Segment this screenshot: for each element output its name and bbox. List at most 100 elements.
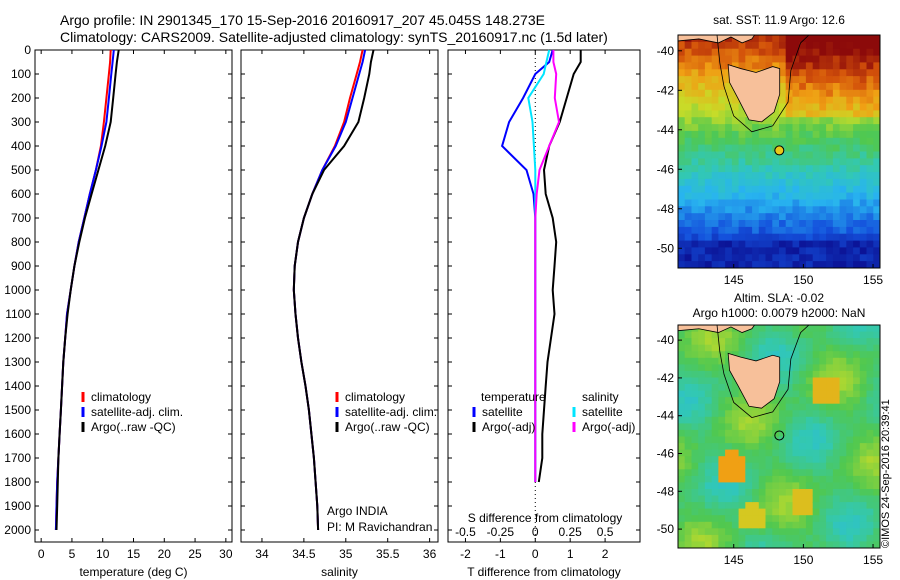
map-cell — [826, 528, 834, 536]
map-cell — [832, 89, 841, 98]
map-cell — [859, 41, 868, 50]
map-cell — [812, 370, 820, 379]
map-cell — [691, 69, 699, 77]
map-cell — [772, 436, 780, 444]
map-cell — [698, 423, 706, 431]
map-cell — [765, 254, 773, 262]
map-cell — [792, 449, 800, 457]
map-cell — [704, 185, 713, 194]
map-cell — [745, 62, 753, 70]
map-cell — [812, 137, 820, 146]
map-cell — [725, 364, 733, 372]
map-cell — [846, 436, 854, 444]
map-cell — [785, 48, 793, 57]
map-cell — [738, 165, 746, 173]
y-tick-label: -44 — [657, 123, 675, 137]
map-cell — [832, 110, 841, 118]
map-cell — [826, 226, 834, 235]
y-tick-label: -44 — [657, 409, 675, 423]
map-cell — [678, 331, 686, 339]
map-cell — [792, 370, 800, 379]
map-cell — [698, 495, 706, 503]
map-cell — [738, 534, 746, 543]
map-cell — [698, 220, 706, 228]
map-cell — [805, 192, 814, 201]
map-cell — [779, 254, 787, 262]
map-cell — [779, 364, 787, 372]
map-cell — [785, 41, 793, 50]
map-cell — [832, 172, 841, 180]
map-cell — [799, 124, 807, 132]
map-cell — [752, 338, 760, 346]
map-cell — [718, 384, 726, 392]
map-cell — [839, 226, 847, 235]
map-cell — [752, 206, 760, 214]
map-cell — [752, 325, 760, 333]
map-cell — [745, 254, 753, 262]
map-cell — [785, 233, 793, 242]
map-cell — [698, 429, 706, 438]
map-cell — [805, 325, 814, 333]
map-cell — [772, 158, 780, 166]
map-cell — [853, 462, 861, 470]
map-cell — [799, 172, 807, 180]
map-cell — [684, 495, 692, 503]
map-cell — [698, 233, 706, 242]
map-cell — [846, 158, 854, 166]
map-cell — [704, 456, 713, 464]
map-cell — [799, 534, 807, 543]
map-cell — [832, 364, 841, 372]
map-cell — [779, 469, 787, 477]
map-cell — [819, 172, 827, 180]
map-cell — [785, 403, 793, 411]
map-cell — [765, 416, 773, 424]
map-cell — [799, 240, 807, 249]
map-cell — [805, 534, 814, 543]
map-cell — [772, 423, 780, 431]
map-cell — [839, 449, 847, 457]
map-cell — [711, 247, 719, 255]
map-cell — [684, 357, 692, 365]
map-cell — [779, 226, 787, 235]
map-cell — [832, 55, 841, 64]
map-cell — [819, 357, 827, 365]
map-cell — [866, 325, 874, 333]
map-cell — [718, 103, 726, 111]
y-tick-label: 1500 — [4, 403, 31, 417]
map-cell — [745, 508, 753, 516]
map-cell — [772, 338, 780, 346]
map-cell — [738, 178, 746, 187]
map-cell — [799, 220, 807, 228]
map-cell — [725, 495, 733, 503]
map-cell — [691, 124, 699, 132]
map-cell — [758, 469, 767, 477]
y-tick-label: 1300 — [4, 355, 31, 369]
map-cell — [711, 172, 719, 180]
map-cell — [678, 178, 686, 187]
map-cell — [711, 364, 719, 372]
map-cell — [684, 137, 692, 146]
map-cell — [779, 199, 787, 207]
map-cell — [765, 403, 773, 411]
map-cell — [758, 351, 767, 359]
map-cell — [765, 130, 773, 139]
map-cell — [866, 48, 874, 57]
map-cell — [691, 261, 699, 268]
map-cell — [678, 192, 686, 201]
sla-map-title-line2: Argo h1000: 0.0079 h2000: NaN — [693, 306, 866, 320]
map-cell — [718, 410, 726, 418]
map-cell — [758, 521, 767, 529]
map-cell — [725, 220, 733, 228]
map-cell — [866, 144, 874, 153]
map-cell — [758, 192, 767, 201]
map-cell — [691, 178, 699, 187]
map-cell — [805, 151, 814, 159]
map-cell — [866, 158, 874, 166]
map-cell — [711, 124, 719, 132]
map-cell — [704, 247, 713, 255]
map-cell — [826, 96, 834, 105]
map-cell — [785, 130, 793, 139]
map-cell — [805, 240, 814, 249]
map-cell — [718, 41, 726, 50]
map-cell — [873, 344, 880, 352]
